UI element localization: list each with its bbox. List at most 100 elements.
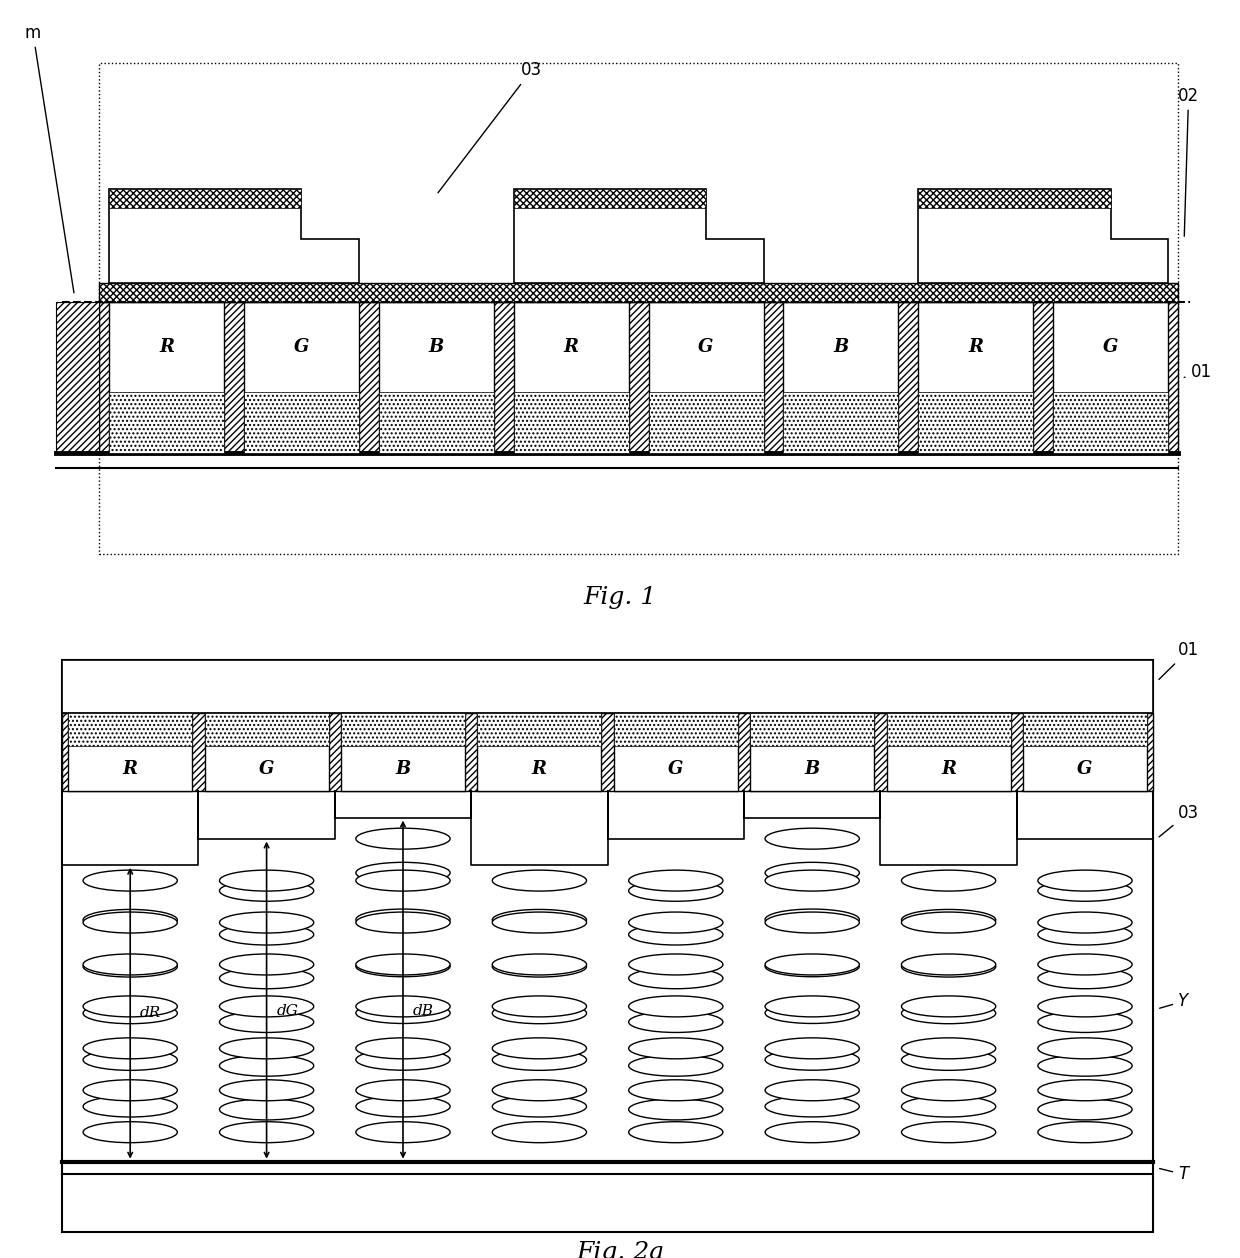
Ellipse shape [1038,881,1132,901]
Bar [472,793,606,866]
Bar [649,392,764,453]
Text: Fig. 1: Fig. 1 [583,586,657,609]
Bar [887,713,1011,746]
Ellipse shape [901,1122,996,1142]
Ellipse shape [629,1038,723,1059]
Ellipse shape [356,828,450,849]
Ellipse shape [83,1122,177,1142]
Ellipse shape [901,956,996,977]
Ellipse shape [356,862,450,883]
Bar [918,392,1033,453]
Ellipse shape [1038,1011,1132,1033]
Ellipse shape [901,1003,996,1024]
Text: B: B [805,760,820,777]
Bar [1018,793,1152,839]
Bar [918,302,1033,453]
Ellipse shape [83,910,177,931]
Ellipse shape [219,1038,314,1059]
Ellipse shape [219,1055,314,1076]
Bar [477,713,601,746]
Ellipse shape [219,996,314,1016]
Ellipse shape [629,912,723,933]
Ellipse shape [356,1122,450,1142]
Ellipse shape [356,1079,450,1101]
Bar [99,283,1178,302]
Ellipse shape [629,871,723,891]
Bar [784,392,898,453]
Ellipse shape [356,996,450,1016]
Text: R: R [159,338,174,356]
Ellipse shape [765,1122,859,1142]
Bar [477,713,601,791]
Bar [513,392,629,453]
Ellipse shape [1038,1079,1132,1101]
Text: 03: 03 [438,62,542,192]
Polygon shape [109,189,360,283]
Ellipse shape [629,1055,723,1076]
Text: dG: dG [277,1004,299,1018]
Ellipse shape [356,1003,450,1024]
Text: T: T [1159,1165,1188,1184]
Bar [513,189,706,208]
Ellipse shape [492,1003,587,1024]
Ellipse shape [492,910,587,931]
Ellipse shape [219,967,314,989]
Ellipse shape [219,881,314,901]
Ellipse shape [492,1038,587,1059]
Text: R: R [941,760,956,777]
Bar [109,189,301,208]
Ellipse shape [356,956,450,976]
Bar [63,793,197,866]
Bar [341,713,465,746]
Ellipse shape [765,1079,859,1101]
Text: R: R [532,760,547,777]
Ellipse shape [356,954,450,975]
Ellipse shape [1038,967,1132,989]
Ellipse shape [356,1049,450,1071]
Text: m: m [25,24,74,293]
Ellipse shape [1038,1055,1132,1076]
Ellipse shape [629,954,723,975]
Text: R: R [123,760,138,777]
Ellipse shape [765,954,859,975]
Text: G: G [668,760,683,777]
Text: 01: 01 [1184,364,1211,381]
Ellipse shape [1038,871,1132,891]
Ellipse shape [765,828,859,849]
Ellipse shape [901,912,996,933]
Ellipse shape [1038,1122,1132,1142]
Ellipse shape [1038,1099,1132,1120]
Ellipse shape [629,925,723,945]
Text: G: G [259,760,274,777]
Ellipse shape [901,1079,996,1101]
Ellipse shape [901,996,996,1016]
Bar [649,302,764,453]
Ellipse shape [356,1038,450,1059]
Text: G: G [1102,338,1118,356]
Polygon shape [918,189,1168,283]
Ellipse shape [83,956,177,977]
Bar [244,302,360,453]
Bar [205,713,329,746]
Text: 02: 02 [1178,87,1199,237]
Ellipse shape [492,954,587,975]
Bar [109,392,224,453]
Ellipse shape [219,912,314,933]
Bar [513,302,629,453]
Ellipse shape [765,912,859,933]
Ellipse shape [765,1003,859,1024]
Ellipse shape [1038,925,1132,945]
Ellipse shape [492,1096,587,1117]
Text: Fig. 2a: Fig. 2a [575,1242,665,1258]
Ellipse shape [1038,954,1132,975]
Text: B: B [429,338,444,356]
Text: dR: dR [140,1006,161,1020]
Bar [1023,713,1147,791]
Ellipse shape [492,1122,587,1142]
Polygon shape [513,189,764,283]
Bar [918,189,1111,208]
Ellipse shape [83,1096,177,1117]
Bar [609,793,743,839]
Ellipse shape [765,996,859,1016]
Bar [1053,302,1168,453]
